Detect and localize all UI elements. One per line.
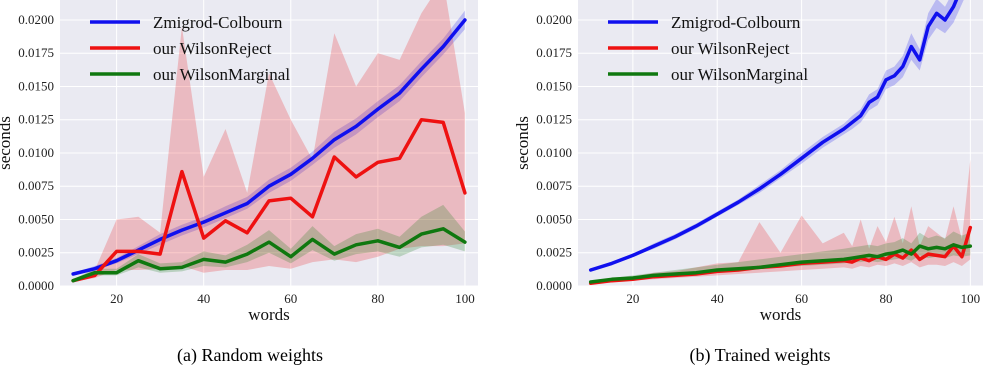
line-wilson-marginal — [588, 243, 973, 284]
y-tick-label: 0.0175 — [536, 45, 572, 60]
legend-label-wilson-reject: our WilsonReject — [671, 39, 790, 58]
x-tick-label: 100 — [455, 291, 475, 306]
legend-label-wilson-marginal: our WilsonMarginal — [153, 65, 290, 84]
y-tick-label: 0.0150 — [536, 78, 572, 93]
legend-label-zmigrod-colbourn: Zmigrod-Colbourn — [153, 13, 283, 32]
caption-random-weights: (a) Random weights — [177, 345, 323, 365]
band-wilson-marginal — [590, 231, 971, 284]
y-axis-label: seconds — [513, 116, 532, 170]
y-tick-label: 0.0100 — [18, 145, 54, 160]
x-tick-label: 40 — [711, 291, 724, 306]
y-tick-label: 0.0025 — [536, 245, 572, 260]
y-tick-label: 0.0025 — [18, 245, 54, 260]
x-tick-label: 80 — [371, 291, 384, 306]
y-tick-label: 0.0125 — [536, 112, 572, 127]
plot-series — [71, 0, 467, 283]
y-axis-label: seconds — [0, 116, 14, 170]
y-tick-label: 0.0175 — [18, 45, 54, 60]
line-zmigrod-colbourn — [588, 0, 959, 272]
y-tick-label: 0.0000 — [536, 278, 572, 293]
caption-trained-weights: (b) Trained weights — [689, 345, 831, 365]
y-tick-label: 0.0050 — [18, 211, 54, 226]
y-tick-label: 0.0100 — [536, 145, 572, 160]
line-wilson-reject — [71, 117, 467, 283]
y-tick-label: 0.0050 — [536, 211, 572, 226]
legend-label-zmigrod-colbourn: Zmigrod-Colbourn — [671, 13, 801, 32]
plot-series — [588, 0, 973, 286]
x-tick-label: 20 — [110, 291, 123, 306]
y-tick-label: 0.0200 — [18, 12, 54, 27]
x-axis-label: words — [248, 305, 290, 324]
y-tick-label: 0.0075 — [536, 178, 572, 193]
x-tick-label: 60 — [795, 291, 808, 306]
x-tick-label: 100 — [961, 291, 981, 306]
y-tick-label: 0.0125 — [18, 112, 54, 127]
legend-label-wilson-reject: our WilsonReject — [153, 39, 272, 58]
y-tick-label: 0.0075 — [18, 178, 54, 193]
x-tick-label: 20 — [626, 291, 639, 306]
y-tick-label: 0.0200 — [536, 12, 572, 27]
x-axis-label: words — [760, 305, 802, 324]
chart-random-weights: 0.0000 0.0025 0.0050 0.0075 0.0100 0.0125 0.01… — [0, 0, 478, 324]
line-wilson-marginal — [71, 227, 467, 283]
legend: Zmigrod-Colbourn our WilsonReject our Wils… — [90, 13, 290, 84]
legend-label-wilson-marginal: our WilsonMarginal — [671, 65, 808, 84]
y-tick-label: 0.0150 — [18, 78, 54, 93]
x-tick-label: 80 — [879, 291, 892, 306]
chart-trained-weights: 0.0000 0.0025 0.0050 0.0075 0.0100 0.0125 0.01… — [513, 0, 983, 324]
x-tick-label: 40 — [197, 291, 210, 306]
legend: Zmigrod-Colbourn our WilsonReject our Wils… — [608, 13, 808, 84]
y-tick-label: 0.0000 — [18, 278, 54, 293]
x-tick-label: 60 — [284, 291, 297, 306]
band-wilson-reject — [590, 159, 971, 285]
